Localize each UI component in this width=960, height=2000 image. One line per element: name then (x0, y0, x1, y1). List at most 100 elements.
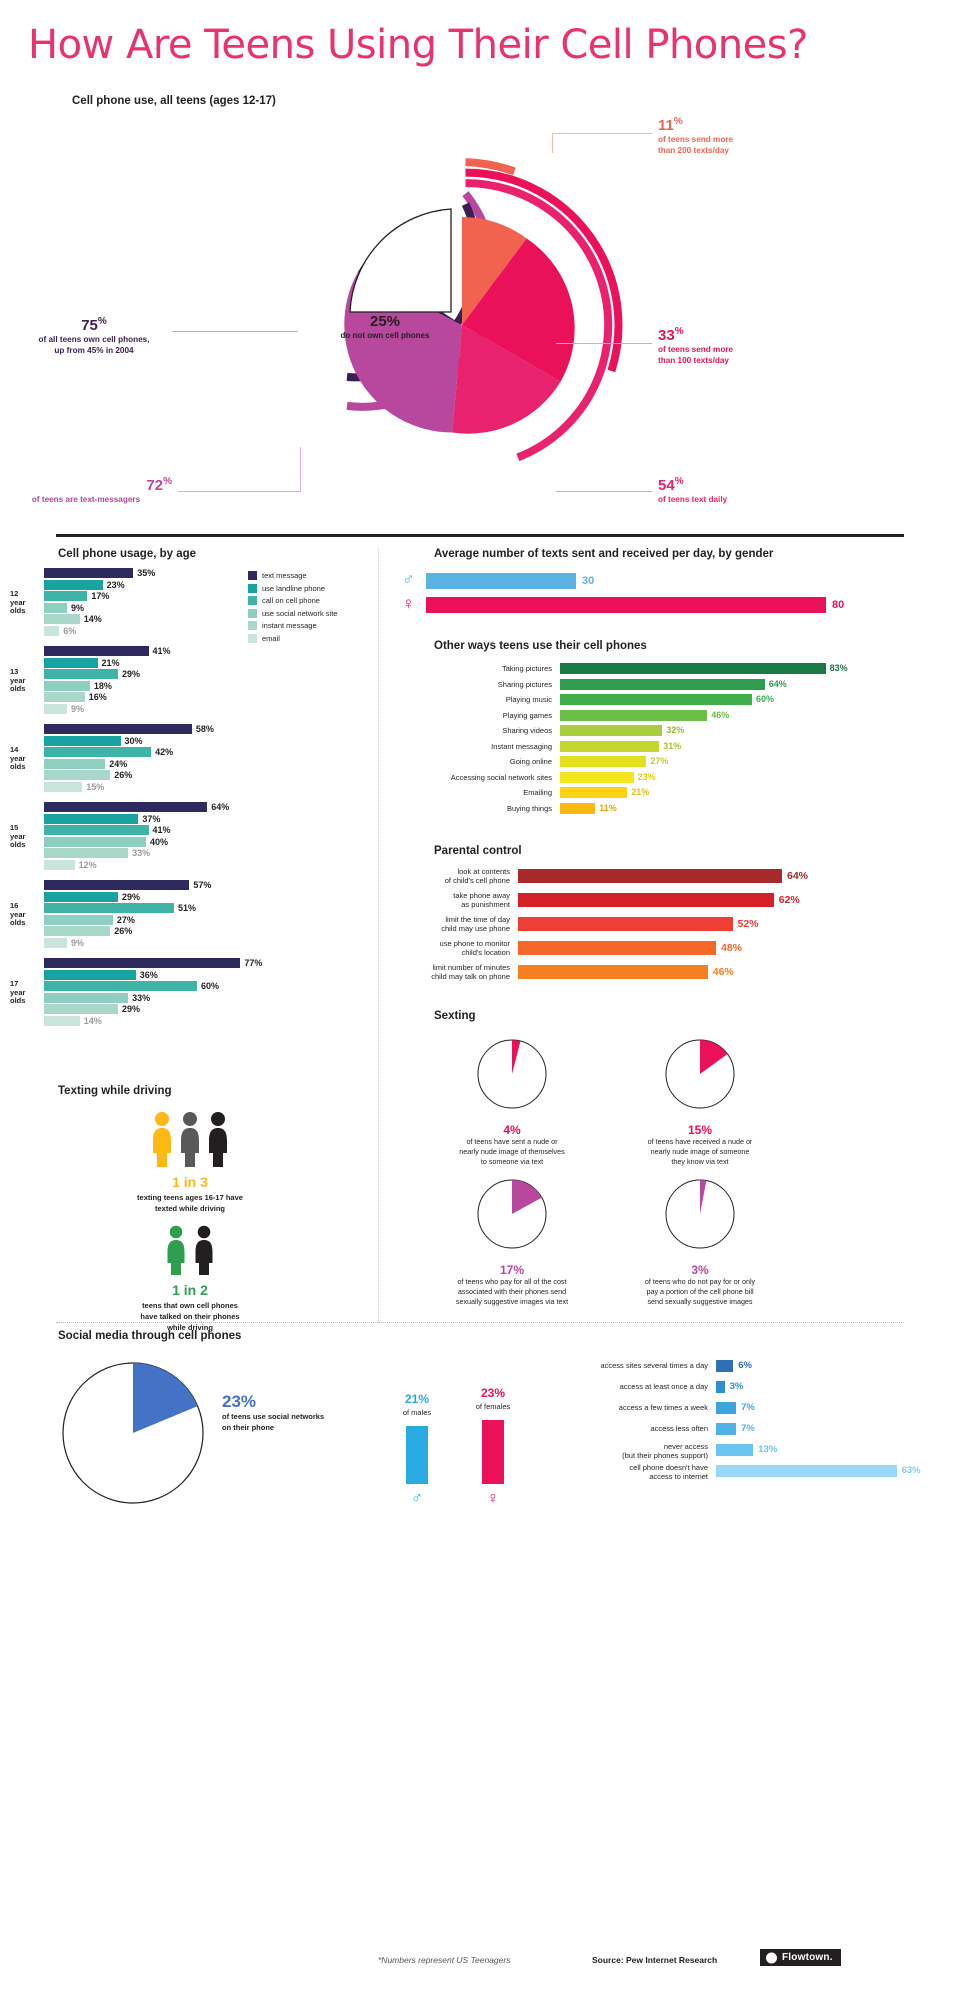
callout-33-value: 33 (658, 327, 675, 344)
age-bar-value: 23% (106, 579, 125, 590)
age-group-label: 14 year olds (10, 745, 46, 772)
callout-33-unit: % (674, 326, 684, 337)
age-bar-value: 60% (201, 981, 220, 991)
callout-75-value: 75 (81, 317, 98, 334)
age-bar-row: 6% (0, 625, 380, 637)
age-bar (44, 781, 83, 792)
social-pie-value: 23% (222, 1392, 257, 1411)
age-bar (44, 926, 111, 936)
age-bar-row: 26% (0, 770, 380, 781)
age-bar-value: 58% (195, 724, 214, 734)
other-uses-rows-container: Taking pictures 83% Sharing pictures 64% Pla… (392, 662, 960, 817)
age-bar (44, 657, 98, 668)
other-uses-heading: Other ways teens use their cell phones (434, 640, 647, 652)
age-bar (44, 981, 197, 991)
other-use-row: Playing music 60% (392, 693, 960, 706)
callout-54: 54% of teens text daily (658, 476, 798, 505)
age-bar (44, 836, 146, 847)
social-pie (58, 1358, 208, 1513)
access-bar (716, 1381, 725, 1393)
legend-swatch-icon (248, 621, 257, 630)
access-rows-container: access sites several times a day 6% access… (548, 1358, 960, 1484)
age-bar-row: 58% (0, 724, 380, 735)
parental-label-line1: look at contents (457, 867, 510, 876)
parental-label-line2: as punishment (461, 900, 510, 910)
age-bar-row: 14% (0, 614, 380, 625)
legend-item-text-message: text message (248, 570, 337, 581)
age-word1: year (10, 753, 26, 763)
other-use-label: Playing games (502, 710, 552, 720)
age-chart-heading: Cell phone usage, by age (58, 548, 197, 560)
brand-logo[interactable]: Flowtown. (760, 1949, 841, 1966)
other-use-row: Emailing 21% (392, 786, 960, 799)
age-bar-row: 24% (0, 758, 380, 770)
twd-people-group-2 (0, 1225, 380, 1275)
other-use-value: 31% (663, 740, 682, 751)
other-use-label: Buying things (506, 803, 552, 813)
parental-label: take phone away as punishment (392, 891, 510, 910)
female-icon: ♀ (402, 594, 415, 613)
other-use-row: Buying things 11% (392, 802, 960, 815)
sexting-cell: 3% of teens who do not pay for or only pay… (610, 1178, 790, 1307)
sexting-value: 15% (687, 1123, 713, 1137)
age-num: 15 (10, 823, 19, 832)
age-bar-row: 40% (0, 836, 380, 848)
age-word1: year (10, 909, 26, 919)
sexting-desc-line: to someone via text (480, 1157, 544, 1167)
gender-bar (426, 573, 576, 589)
brand-label: Flowtown. (782, 1952, 833, 1963)
age-bar (44, 969, 136, 980)
leader-line-54 (556, 491, 652, 492)
age-bar-row: 9% (0, 937, 380, 949)
age-group: 17 year olds 77% 36% 60% 33% 29% 14% (0, 958, 380, 1036)
callout-33-line1: of teens send more (658, 344, 734, 354)
legend-swatch-icon (248, 596, 257, 605)
age-bar-row: 16% (0, 692, 380, 703)
parental-value: 52% (737, 918, 759, 930)
age-chart-legend: text message use landline phone call on … (248, 570, 337, 645)
age-bar-value: 14% (83, 1015, 102, 1026)
age-bar-row: 9% (0, 703, 380, 715)
age-bar-value: 29% (121, 891, 140, 902)
age-bar-value: 64% (211, 802, 230, 812)
parental-row: take phone away as punishment 62% (392, 891, 960, 910)
pie-section: Cell phone use, all teens (ages 12-17) (0, 95, 960, 535)
other-use-bar (560, 771, 634, 783)
access-bar (716, 1360, 734, 1372)
age-bar-row: 37% (0, 813, 380, 825)
access-label-line1: cell phone doesn't have (629, 1463, 708, 1472)
other-use-row: Sharing pictures 64% (392, 678, 960, 691)
twd-desc-2-line2: have talked on their phones (140, 1311, 240, 1321)
age-bar (44, 802, 208, 812)
age-bar (44, 602, 67, 613)
sexting-desc-line: nearly nude image of themselves (459, 1147, 565, 1157)
age-bar-row: 36% (0, 969, 380, 981)
sexting-pie-wedge (700, 1180, 707, 1214)
access-value: 7% (741, 1402, 755, 1413)
other-use-value: 23% (637, 771, 656, 782)
parental-label-line2: child's location (461, 948, 510, 958)
social-media-heading: Social media through cell phones (58, 1330, 242, 1342)
parental-row: use phone to monitor child's location 48% (392, 939, 960, 958)
age-word2: olds (10, 840, 26, 850)
age-word1: year (10, 987, 26, 997)
access-label-line2: (but their phones support) (622, 1451, 708, 1461)
cell-phone-use-pie: 25% do not own cell phones (292, 155, 632, 495)
age-bar-value: 35% (137, 568, 156, 578)
sexting-pie-wedge (512, 1180, 542, 1214)
age-bar-value: 24% (109, 758, 128, 769)
other-use-bar (560, 787, 628, 798)
age-bar (44, 568, 134, 578)
other-use-row: Taking pictures 83% (392, 662, 960, 675)
age-bar-value: 42% (155, 747, 174, 757)
flowtown-dot-icon (766, 1952, 777, 1963)
age-group-label: 12 year olds (10, 589, 46, 616)
parental-row: limit number of minutes child may talk on… (392, 963, 960, 982)
parental-label-line2: child may talk on phone (431, 972, 510, 982)
age-bar-value: 40% (150, 836, 169, 847)
callout-54-line1: of teens text daily (658, 494, 728, 504)
age-bar (44, 703, 67, 714)
age-bar-row: 51% (0, 903, 380, 914)
access-row: access a few times a week 7% (548, 1400, 960, 1416)
social-column-bar (406, 1426, 428, 1484)
